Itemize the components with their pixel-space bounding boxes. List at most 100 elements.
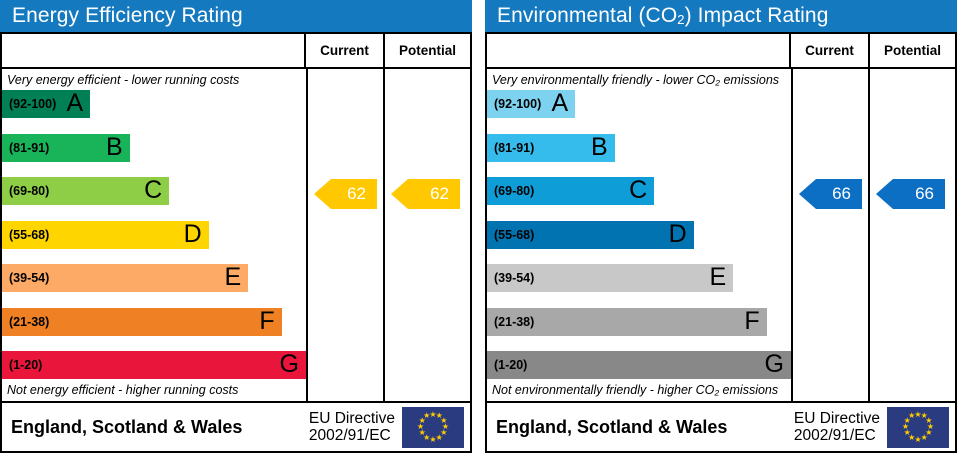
band-a-co2: (92-100) A [487,89,576,118]
band-f: (21-38) F [2,306,282,336]
band-g-range-co2: (1-20) [494,358,528,372]
energy-efficiency-footer: England, Scotland & Wales EU Directive 2… [0,403,472,453]
band-e-range: (39-54) [9,271,50,285]
band-e-letter: E [224,263,242,291]
band-c-letter-co2: C [629,176,648,204]
footer-directive-line2-co2: 2002/91/EC [793,427,876,444]
energy-efficiency-title: Energy Efficiency Rating [12,4,243,27]
footer-region-co2: England, Scotland & Wales [496,416,728,437]
co2-impact-title-bar: Environmental (CO 2) Impact Rating [485,0,957,32]
band-b-letter-co2: B [590,132,608,161]
co2-impact-body-row: Very environmentally friendly - lower CO… [487,69,955,401]
energy-current-arrow: 62 [314,179,377,209]
band-d-co2: (55-68) D [487,219,694,249]
caption-top-co2: Very environmentally friendly - lower CO… [492,73,780,87]
co2-current-column: 66 [793,69,870,401]
energy-efficiency-title-bar: Energy Efficiency Rating [0,0,472,32]
eu-flag-star: ★ [908,411,916,421]
band-f-letter: F [259,306,275,335]
footer-directive-energy: EU Directive 2002/91/EC [309,410,402,444]
header-potential: Potential [398,43,456,58]
band-g: (1-20) G [2,351,306,379]
header-blank-cell-co2 [487,34,791,67]
footer-directive-line1-energy: EU Directive [308,410,395,427]
footer-directive-line1-co2: EU Directive [793,410,880,427]
band-a-range-co2: (92-100) [494,97,542,111]
band-d-letter-co2: D [668,219,687,248]
band-b: (81-91) B [2,132,130,162]
band-c: (69-80) C [2,176,170,205]
footer-directive-co2: EU Directive 2002/91/EC [794,410,887,444]
band-b-range: (81-91) [9,140,50,155]
eu-flag-star: ★ [435,432,443,442]
band-b-letter: B [105,132,123,161]
band-d-letter: D [183,219,202,248]
eu-flag-star: ★ [423,411,431,421]
eu-flag-icon-co2: ★ ★ ★ ★ ★ ★ ★ ★ ★ ★ ★ ★ [887,406,949,448]
band-e-range-co2: (39-54) [494,271,535,285]
band-f-range-co2: (21-38) [494,314,535,329]
band-e-co2: (39-54) E [487,263,734,292]
band-c-range-co2: (69-80) [494,184,535,198]
energy-efficiency-header-row: Current Potential [2,34,470,69]
co2-potential-column: 66 [870,69,955,401]
header-current: Current [306,34,385,67]
band-a-letter: A [66,89,84,117]
energy-efficiency-rating-chart: Energy Efficiency Rating Current Potenti… [0,0,472,453]
band-c-letter: C [144,176,163,204]
band-c-range: (69-80) [9,184,50,198]
header-blank-cell [2,34,306,67]
band-b-co2: (81-91) B [487,132,615,162]
header-potential-co2: Potential [883,43,941,58]
eu-flag-star: ★ [914,434,922,444]
band-a: (92-100) A [2,89,91,118]
eu-flag-star: ★ [429,434,437,444]
footer-directive-line2-energy: 2002/91/EC [308,427,391,444]
co2-potential-arrow: 66 [876,179,945,209]
band-d-range: (55-68) [9,227,50,242]
co2-impact-title-suffix: ) Impact Rating [684,4,829,27]
eu-flag-star: ★ [920,432,928,442]
band-e: (39-54) E [2,263,249,292]
band-c-co2: (69-80) C [487,176,655,205]
eu-flag-icon: ★ ★ ★ ★ ★ ★ ★ ★ ★ ★ ★ ★ [402,406,464,448]
band-b-range-co2: (81-91) [494,140,535,155]
header-current-co2: Current [791,34,870,67]
energy-potential-value: 62 [430,184,449,203]
co2-impact-header-row: Current Potential [487,34,955,69]
energy-efficiency-table: Current Potential Very energy efficient … [0,32,472,403]
co2-current-arrow: 66 [799,179,862,209]
co2-impact-bands-column: Very environmentally friendly - lower CO… [487,69,793,401]
caption-top-energy: Very energy efficient - lower running co… [7,73,240,87]
caption-bottom-energy: Not energy efficient - higher running co… [7,383,239,397]
band-g-letter-co2: G [764,350,784,378]
co2-impact-table: Current Potential Very environmentally f… [485,32,957,403]
band-e-letter-co2: E [709,263,727,291]
co2-current-value: 66 [832,184,851,203]
band-f-range: (21-38) [9,314,50,329]
energy-current-value: 62 [347,184,366,203]
co2-potential-value: 66 [915,184,934,203]
band-d-range-co2: (55-68) [494,227,535,242]
band-d: (55-68) D [2,219,209,249]
footer-region-energy: England, Scotland & Wales [11,416,243,437]
energy-current-column: 62 [308,69,385,401]
energy-potential-arrow: 62 [391,179,460,209]
co2-impact-title-prefix: Environmental (CO [497,4,678,27]
energy-band-list: (92-100) A (81-91) B (69-80) C (55-68) [2,90,306,379]
band-a-letter-co2: A [551,89,569,117]
energy-efficiency-body-row: Very energy efficient - lower running co… [2,69,470,401]
band-f-letter-co2: F [744,306,760,335]
co2-impact-rating-chart: Environmental (CO 2) Impact Rating Curren… [485,0,957,453]
co2-impact-title-subscript: 2 [677,11,685,27]
energy-efficiency-bands-column: Very energy efficient - lower running co… [2,69,308,401]
band-f-co2: (21-38) F [487,306,767,336]
band-g-range: (1-20) [9,358,43,372]
band-g-co2: (1-20) G [487,351,791,379]
band-a-range: (92-100) [9,97,57,111]
band-g-letter: G [279,350,299,378]
energy-potential-column: 62 [385,69,470,401]
co2-impact-footer: England, Scotland & Wales EU Directive 2… [485,403,957,453]
co2-band-list: (92-100) A (81-91) B (69-80) C (55-68) [487,90,791,379]
